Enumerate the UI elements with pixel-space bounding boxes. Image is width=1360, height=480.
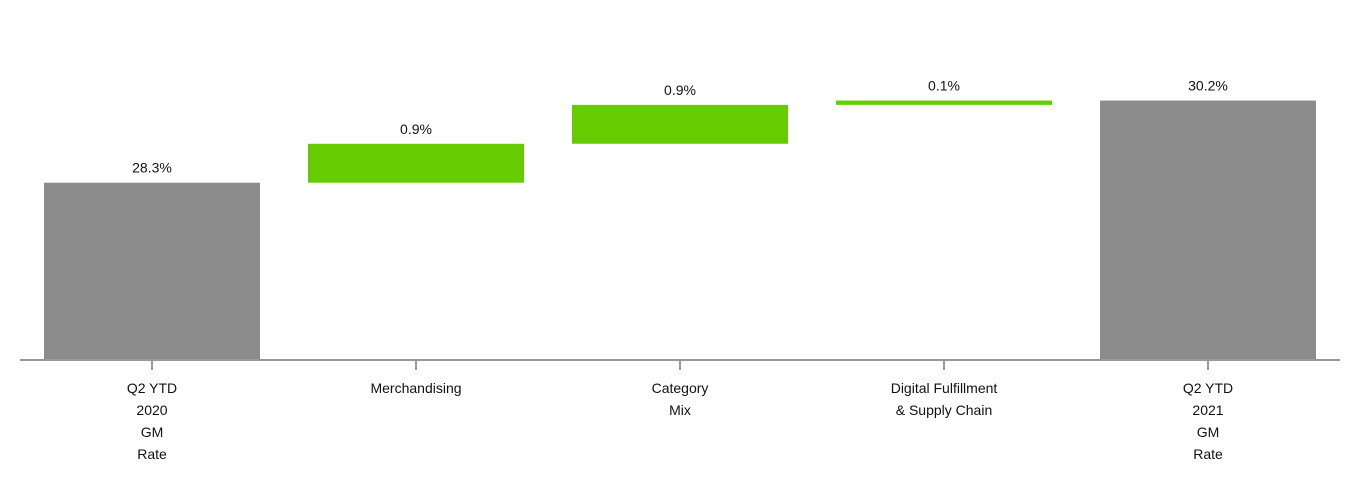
bar bbox=[836, 100, 1052, 105]
x-tick-label: Category Mix bbox=[651, 380, 709, 418]
x-tick-label: Q2 YTD 2020 GM Rate bbox=[126, 380, 178, 462]
bar bbox=[44, 182, 260, 360]
x-tick-label: Digital Fulfillment & Supply Chain bbox=[890, 380, 998, 418]
bar bbox=[308, 143, 524, 183]
bar bbox=[1100, 100, 1316, 361]
value-label: 0.1% bbox=[928, 78, 960, 94]
x-tick-label: Merchandising bbox=[370, 380, 462, 396]
x-tick-label: Q2 YTD 2021 GM Rate bbox=[1182, 380, 1234, 462]
value-label: 0.9% bbox=[664, 82, 696, 98]
bar bbox=[572, 104, 788, 144]
value-label: 30.2% bbox=[1188, 78, 1228, 94]
value-label: 0.9% bbox=[400, 121, 432, 137]
value-label: 28.3% bbox=[132, 160, 172, 176]
